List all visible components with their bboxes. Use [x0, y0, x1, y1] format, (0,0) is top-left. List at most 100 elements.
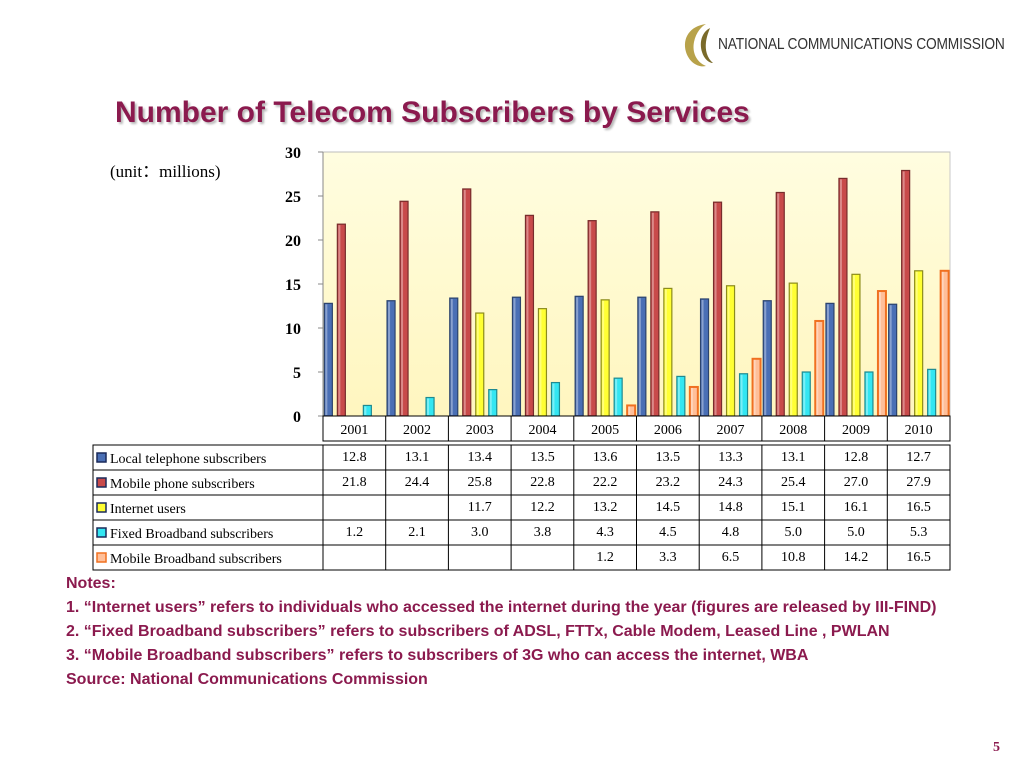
- data-label: 5.3: [910, 525, 928, 540]
- data-label: 25.4: [781, 475, 806, 490]
- bar-highlight: [664, 289, 667, 415]
- notes: Notes: 1. “Internet users” refers to ind…: [66, 572, 1006, 692]
- data-label: 15.1: [781, 500, 806, 515]
- y-tick-label: 25: [285, 189, 301, 206]
- bar-chart: 0 5 10 15 20 25 30 2001 2002 2003 2004 2005 2006 200…: [92, 145, 951, 571]
- org-name: NATIONAL COMMUNICATIONS COMMISSION: [718, 36, 1005, 53]
- bar-highlight: [401, 202, 404, 415]
- legend-label: Mobile phone subscribers: [110, 477, 255, 492]
- data-label: 25.8: [468, 475, 493, 490]
- data-label: 12.8: [844, 450, 869, 465]
- x-tick-label: 2008: [779, 423, 807, 438]
- data-label: 13.1: [781, 450, 806, 465]
- y-tick-label: 5: [293, 365, 301, 382]
- data-label: 3.8: [534, 525, 552, 540]
- legend-key-mobile-phone-subscribers: [96, 477, 107, 488]
- legend-label: Mobile Broadband subscribers: [110, 552, 282, 567]
- source-note: Source: National Communications Commissi…: [66, 671, 428, 688]
- x-tick-label: 2001: [340, 423, 368, 438]
- data-label: 1.2: [346, 525, 364, 540]
- bar-highlight: [777, 193, 780, 415]
- x-tick-label: 2005: [591, 423, 619, 438]
- bar-highlight: [878, 292, 881, 415]
- data-label: 10.8: [781, 550, 806, 565]
- bar-highlight: [852, 275, 855, 415]
- bar-highlight: [427, 398, 430, 415]
- data-label: 24.4: [405, 475, 430, 490]
- bar-highlight: [325, 304, 328, 415]
- bar-highlight: [727, 286, 730, 415]
- data-label: 16.5: [906, 500, 931, 515]
- bar-highlight: [539, 309, 542, 415]
- data-label: 13.4: [468, 450, 493, 465]
- legend-label: Internet users: [110, 502, 186, 517]
- y-tick-label: 15: [285, 277, 301, 294]
- unit-label: (unit：millions): [110, 162, 221, 181]
- note-2: 2. “Fixed Broadband subscribers” refers …: [66, 623, 890, 640]
- data-label: 22.8: [530, 475, 555, 490]
- data-label: 3.0: [471, 525, 489, 540]
- bar-highlight: [450, 299, 453, 415]
- data-label: 22.2: [593, 475, 618, 490]
- x-tick-label: 2010: [905, 423, 933, 438]
- bar-highlight: [928, 370, 931, 415]
- bar-highlight: [889, 305, 892, 415]
- bar-highlight: [576, 297, 579, 415]
- data-label: 13.6: [593, 450, 618, 465]
- bar-highlight: [790, 284, 793, 415]
- data-label: 16.5: [906, 550, 931, 565]
- data-label: 1.2: [596, 550, 614, 565]
- bar-highlight: [638, 298, 641, 415]
- legend-key-internet-users: [96, 502, 107, 513]
- table-row: [92, 469, 951, 496]
- bar-highlight: [602, 300, 605, 415]
- bar-highlight: [826, 304, 829, 415]
- data-label: 16.1: [844, 500, 869, 515]
- data-label: 23.2: [656, 475, 681, 490]
- y-tick-label: 0: [293, 409, 301, 426]
- bar-highlight: [915, 271, 918, 415]
- data-label: 13.2: [593, 500, 618, 515]
- data-label: 27.0: [844, 475, 869, 490]
- y-tick-label: 10: [285, 321, 301, 338]
- data-label: 12.8: [342, 450, 367, 465]
- data-label: 3.3: [659, 550, 677, 565]
- bar-highlight: [364, 406, 367, 415]
- bar-highlight: [865, 373, 868, 415]
- bar-highlight: [764, 301, 767, 415]
- bar-highlight: [388, 301, 391, 415]
- bar-highlight: [526, 216, 529, 415]
- bar-highlight: [476, 314, 479, 415]
- data-label: 4.5: [659, 525, 677, 540]
- data-label: 6.5: [722, 550, 740, 565]
- ncc-logo: [684, 24, 713, 67]
- data-label: 12.2: [530, 500, 555, 515]
- data-label: 13.1: [405, 450, 430, 465]
- bar-highlight: [463, 189, 466, 415]
- data-label: 5.0: [847, 525, 865, 540]
- bar-highlight: [651, 212, 654, 415]
- x-tick-label: 2007: [717, 423, 745, 438]
- bar-highlight: [690, 387, 693, 415]
- table-row: [92, 544, 951, 571]
- table-row: [92, 494, 951, 521]
- bar-highlight: [513, 298, 516, 415]
- data-label: 13.5: [530, 450, 555, 465]
- legend-key-local-telephone-subscribers: [96, 452, 107, 463]
- data-label: 14.8: [718, 500, 743, 515]
- x-tick-label: 2002: [403, 423, 431, 438]
- bar-highlight: [701, 299, 704, 415]
- data-label: 13.3: [718, 450, 743, 465]
- data-label: 14.2: [844, 550, 869, 565]
- data-label: 13.5: [656, 450, 681, 465]
- page-title: Number of Telecom Subscribers by Service…: [115, 96, 750, 129]
- data-label: 2.1: [408, 525, 426, 540]
- bar-highlight: [902, 171, 905, 415]
- legend-label: Fixed Broadband subscribers: [110, 527, 273, 542]
- bar-highlight: [628, 406, 631, 415]
- legend-key-fixed-broadband-subscribers: [96, 527, 107, 538]
- y-tick-label: 20: [285, 233, 301, 250]
- bar-highlight: [589, 221, 592, 415]
- bar-highlight: [803, 373, 806, 415]
- legend-label: Local telephone subscribers: [110, 452, 266, 467]
